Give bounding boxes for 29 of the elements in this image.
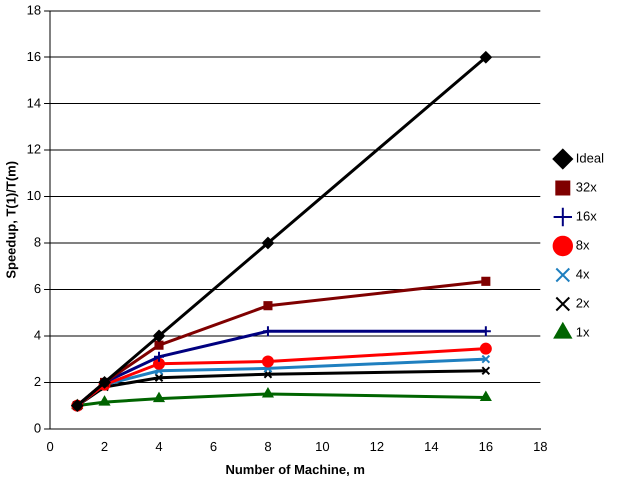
legend-label: 2x [576,296,590,311]
x-tick-label: 2 [100,439,108,454]
x-tick-label: 10 [315,439,330,454]
legend-label: 8x [576,238,590,253]
x-tick-label: 14 [424,439,439,454]
y-axis-title: Speedup, T(1)/T(m) [3,160,18,279]
x-tick-label: 8 [264,439,272,454]
y-tick-label: 16 [26,48,42,64]
legend-label: Ideal [576,150,604,166]
y-tick-label: 2 [34,374,42,389]
legend-label: 32x [576,180,598,195]
legend-label: 4x [576,266,590,282]
legend-label: 1x [576,324,590,340]
y-tick-label: 18 [26,2,42,18]
legend-label: 16x [576,208,598,224]
x-tick-label: 4 [155,439,163,454]
y-tick-label: 12 [26,142,42,157]
y-tick-label: 6 [34,281,42,296]
x-tick-label: 16 [478,439,494,454]
y-tick-label: 0 [34,420,42,436]
y-tick-label: 10 [26,188,42,204]
x-tick-label: 0 [46,439,54,454]
x-tick-label: 12 [370,439,384,454]
y-tick-label: 14 [26,95,42,110]
y-tick-label: 8 [34,234,42,250]
y-tick-label: 4 [34,327,42,342]
x-axis-title: Number of Machine, m [225,462,365,477]
x-tick-label: 6 [210,439,218,454]
x-tick-label: 18 [533,439,548,454]
